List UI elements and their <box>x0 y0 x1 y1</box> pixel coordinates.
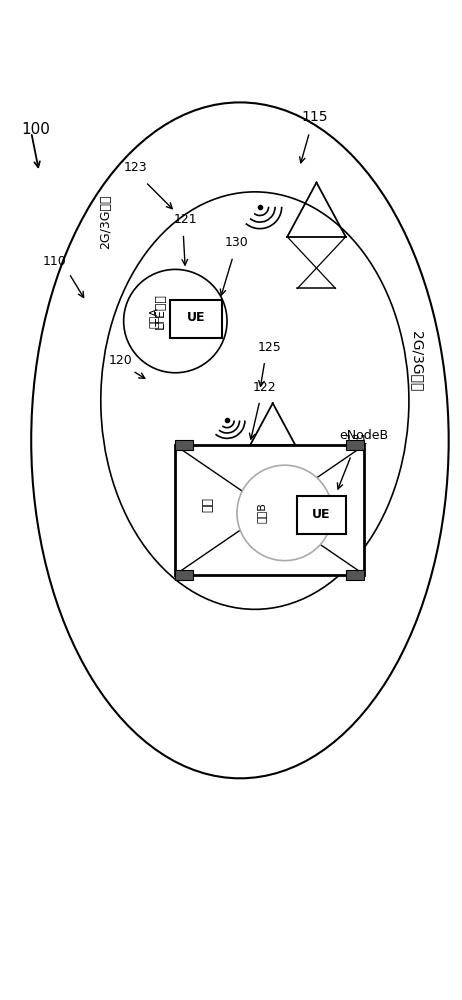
Text: eNodeB: eNodeB <box>340 429 389 442</box>
Text: 120: 120 <box>109 354 133 367</box>
Text: LTE小区: LTE小区 <box>154 293 167 329</box>
Circle shape <box>124 269 227 373</box>
Text: 位置B: 位置B <box>257 502 267 523</box>
Bar <box>346 440 364 450</box>
Text: 121: 121 <box>173 213 197 226</box>
Text: UE: UE <box>312 508 331 521</box>
Text: 115: 115 <box>301 110 328 124</box>
Bar <box>176 570 193 580</box>
Text: 110: 110 <box>43 255 67 268</box>
Text: 125: 125 <box>258 341 282 354</box>
Bar <box>346 570 364 580</box>
Text: 电梯: 电梯 <box>201 497 215 512</box>
Text: 2G/3G基站: 2G/3G基站 <box>410 331 424 391</box>
Text: 2G/3G小区: 2G/3G小区 <box>99 194 112 249</box>
Circle shape <box>237 465 332 561</box>
Bar <box>170 300 222 338</box>
Text: 131: 131 <box>345 434 368 447</box>
Text: 位置A: 位置A <box>148 307 158 328</box>
Bar <box>176 445 364 575</box>
Text: 100: 100 <box>21 122 50 137</box>
Text: 122: 122 <box>253 381 277 394</box>
Text: 123: 123 <box>124 161 147 174</box>
Bar <box>176 440 193 450</box>
Text: 130: 130 <box>225 236 249 249</box>
Bar <box>297 496 346 534</box>
Text: UE: UE <box>187 311 206 324</box>
